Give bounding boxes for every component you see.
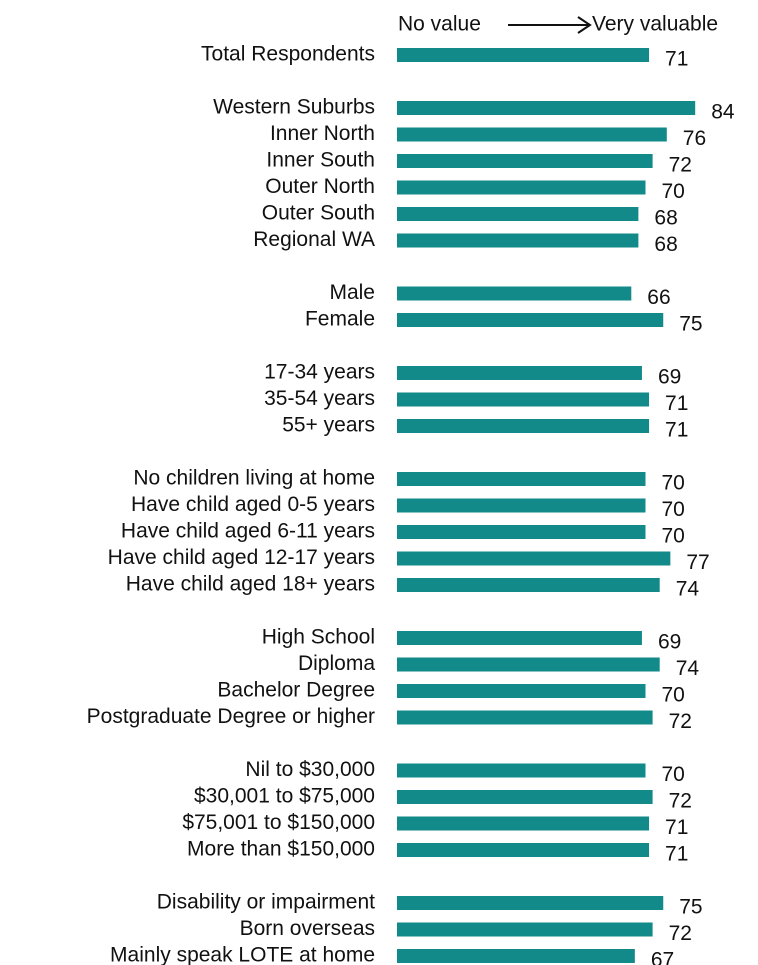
category-label: Have child aged 12-17 years [108,546,375,569]
annotation: Very valuable [592,13,718,36]
category-label: Inner North [270,122,375,145]
value-label: 71 [665,48,688,71]
bar [397,127,667,142]
category-label: $75,001 to $150,000 [182,811,375,834]
category-label: Male [329,281,375,304]
value-label: 72 [669,790,692,813]
category-label: Bachelor Degree [217,679,375,702]
bar [397,101,696,115]
bar [397,233,639,248]
value-label: 72 [669,154,692,177]
value-label: 68 [654,207,677,230]
category-label: No children living at home [133,467,375,490]
value-label: 77 [686,551,709,574]
category-label: Postgraduate Degree or higher [87,705,375,728]
value-label: 70 [662,180,685,203]
bar [397,48,650,62]
bar [397,313,664,327]
value-label: 70 [662,684,685,707]
category-label: Diploma [298,652,375,675]
bar [397,631,642,645]
value-label: 66 [647,286,670,309]
value-label: 70 [662,472,685,495]
bar [397,525,646,539]
bar [397,763,646,778]
value-label: 71 [665,392,688,415]
category-label: Female [305,308,375,331]
category-label: Total Respondents [201,43,375,66]
category-label: High School [262,626,375,649]
value-label: 84 [711,101,735,124]
value-label: 69 [658,631,681,654]
bar [397,286,632,301]
value-label: 72 [669,710,692,733]
value-label: 76 [683,127,706,150]
bar [397,949,635,963]
bar [397,154,653,168]
annotation: No value [398,13,481,36]
bar [397,366,642,380]
value-label: 67 [651,949,674,965]
bar [397,551,671,566]
category-label: $30,001 to $75,000 [194,785,375,808]
value-label: 74 [676,578,700,601]
category-label: More than $150,000 [187,838,375,861]
bar [397,392,650,407]
bar [397,498,646,513]
category-label: Inner South [266,149,375,172]
bar [397,896,664,910]
value-label: 71 [665,843,688,866]
value-label: 70 [662,498,685,521]
value-label: 75 [679,313,702,336]
category-label: Western Suburbs [213,96,375,119]
value-label: 68 [654,233,677,256]
bar [397,180,646,195]
value-label: 70 [662,525,685,548]
category-label: Outer South [262,202,375,225]
bar [397,657,660,672]
value-label: 71 [665,816,688,839]
value-label: 70 [662,763,685,786]
category-label: Mainly speak LOTE at home [110,944,375,965]
value-label: 69 [658,366,681,389]
category-label: Have child aged 6-11 years [121,520,375,543]
category-label: Have child aged 0-5 years [131,493,375,516]
bar [397,843,650,857]
value-label: 72 [669,922,692,945]
bar [397,207,639,221]
bar [397,790,653,804]
bar [397,472,646,486]
bar [397,419,650,433]
category-label: 17-34 years [264,361,375,384]
bar [397,816,650,831]
category-label: 55+ years [282,414,375,437]
category-label: 35-54 years [264,387,375,410]
category-label: Disability or impairment [157,891,375,914]
arrow-head [577,16,592,34]
bar [397,684,646,698]
bar [397,710,653,725]
category-label: Born overseas [240,917,375,940]
value-label: 71 [665,419,688,442]
value-label: 74 [676,657,700,680]
bar [397,578,660,592]
category-label: Regional WA [253,228,375,251]
category-label: Have child aged 18+ years [126,573,375,596]
bar [397,922,653,937]
category-label: Nil to $30,000 [245,758,375,781]
category-label: Outer North [265,175,375,198]
value-label: 75 [679,896,702,919]
